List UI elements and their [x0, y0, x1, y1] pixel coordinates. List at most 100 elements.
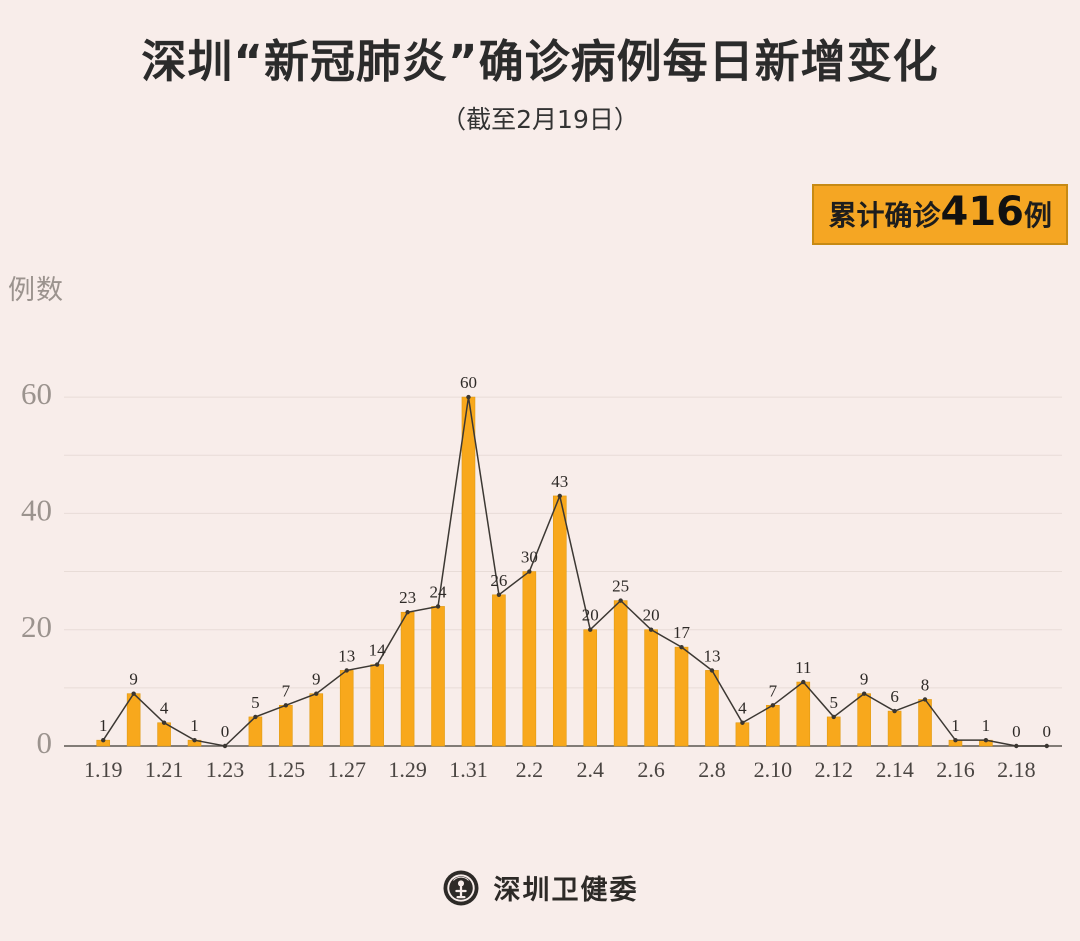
data-point-label: 8 — [921, 675, 930, 694]
data-point-marker — [253, 714, 258, 720]
x-axis-tick-label: 2.14 — [875, 757, 914, 782]
bar — [766, 704, 780, 747]
x-axis-tick-label: 2.2 — [516, 757, 544, 782]
page-title: 深圳“新冠肺炎”确诊病例每日新增变化 — [141, 35, 939, 88]
data-point-marker — [588, 627, 593, 632]
data-point-label: 4 — [160, 699, 169, 718]
data-point-marker — [679, 644, 684, 650]
bar — [157, 722, 171, 747]
data-point-marker — [648, 627, 654, 632]
total-cases-badge: 累计确诊 416 例 — [812, 184, 1068, 245]
badge-prefix-label: 累计确诊 — [828, 199, 941, 232]
data-point-marker — [983, 737, 989, 743]
bar — [400, 611, 415, 747]
x-axis-tick-label: 2.4 — [576, 757, 604, 782]
data-point-label: 43 — [551, 472, 568, 491]
x-axis-tick-label: 2.10 — [754, 757, 793, 782]
bar — [644, 629, 658, 747]
bar — [279, 704, 293, 747]
bar — [309, 693, 324, 747]
data-point-label: 1 — [190, 716, 199, 735]
bar — [339, 670, 354, 747]
badge-number: 416 — [940, 189, 1024, 235]
y-axis-tick-label: 40 — [21, 492, 52, 527]
trend-line — [102, 396, 1047, 747]
data-point-label: 25 — [612, 577, 629, 596]
y-axis-label: 例数 — [8, 275, 64, 306]
x-axis-tick-label: 1.25 — [267, 757, 306, 782]
bar — [887, 710, 902, 747]
bar — [522, 571, 537, 747]
data-point-label: 0 — [1012, 722, 1021, 741]
bar — [674, 646, 689, 747]
bar — [857, 693, 871, 747]
bar — [370, 664, 384, 747]
data-point-label: 13 — [338, 646, 355, 665]
data-point-marker — [131, 691, 136, 696]
bar — [796, 681, 811, 747]
x-axis-tick-label: 1.21 — [145, 757, 184, 782]
data-point-marker — [314, 691, 319, 696]
y-axis-tick-label: 0 — [37, 725, 53, 760]
bar — [613, 600, 628, 747]
footer: 深圳卫健委 — [0, 868, 1080, 907]
data-point-marker — [283, 703, 289, 708]
bar — [583, 629, 598, 747]
data-point-label: 7 — [769, 681, 778, 700]
footer-label: 深圳卫健委 — [493, 875, 639, 906]
data-point-label: 30 — [521, 548, 538, 567]
x-axis-tick-label: 2.8 — [698, 757, 726, 782]
data-point-label: 20 — [643, 606, 660, 625]
x-axis-tick-label: 2.16 — [936, 757, 975, 782]
data-point-label: 1 — [99, 716, 108, 735]
data-point-label: 0 — [1043, 722, 1052, 741]
y-axis-tick-label: 20 — [21, 609, 52, 644]
data-point-marker — [222, 743, 228, 749]
data-point-marker — [374, 662, 380, 667]
shenzhen-health-commission-logo-icon — [443, 870, 478, 905]
data-point-marker — [344, 668, 349, 673]
data-point-marker — [618, 598, 623, 603]
data-point-marker — [770, 703, 776, 708]
data-point-label: 11 — [795, 658, 811, 677]
data-point-label: 4 — [738, 699, 747, 718]
data-point-marker — [192, 737, 197, 743]
data-point-label: 0 — [221, 722, 230, 741]
data-point-label: 1 — [951, 716, 960, 735]
bar — [492, 594, 506, 747]
data-point-label: 7 — [282, 681, 291, 700]
bar — [826, 716, 841, 747]
data-point-label: 5 — [251, 693, 260, 712]
data-point-marker — [1044, 743, 1049, 749]
data-point-marker — [953, 737, 958, 743]
data-point-label: 60 — [460, 373, 477, 392]
data-point-label: 1 — [982, 716, 991, 735]
data-point-label: 9 — [860, 670, 869, 689]
data-point-label: 20 — [582, 606, 599, 625]
data-point-marker — [831, 714, 836, 720]
data-point-label: 9 — [312, 670, 321, 689]
data-point-label: 24 — [430, 582, 448, 601]
data-point-marker — [101, 737, 106, 743]
data-point-label: 5 — [829, 693, 838, 712]
data-point-label: 23 — [399, 588, 416, 607]
x-axis-tick-label: 1.29 — [388, 757, 427, 782]
x-axis-tick-label: 2.18 — [997, 757, 1036, 782]
x-axis-tick-label: 2.12 — [814, 757, 853, 782]
x-axis-tick-label: 1.31 — [449, 757, 488, 782]
badge-unit-label: 例 — [1023, 199, 1052, 232]
data-point-label: 14 — [369, 641, 387, 660]
data-point-marker — [740, 720, 745, 725]
data-point-marker — [527, 569, 532, 574]
data-point-label: 26 — [490, 571, 507, 590]
data-point-marker — [861, 691, 867, 696]
x-axis-tick-label: 1.23 — [206, 757, 245, 782]
data-point-marker — [405, 610, 410, 615]
data-point-marker — [709, 668, 715, 673]
data-point-label: 13 — [703, 646, 720, 665]
y-axis-tick-label: 60 — [21, 376, 52, 411]
bar — [552, 495, 567, 747]
x-axis-tick-label: 1.19 — [84, 757, 123, 782]
